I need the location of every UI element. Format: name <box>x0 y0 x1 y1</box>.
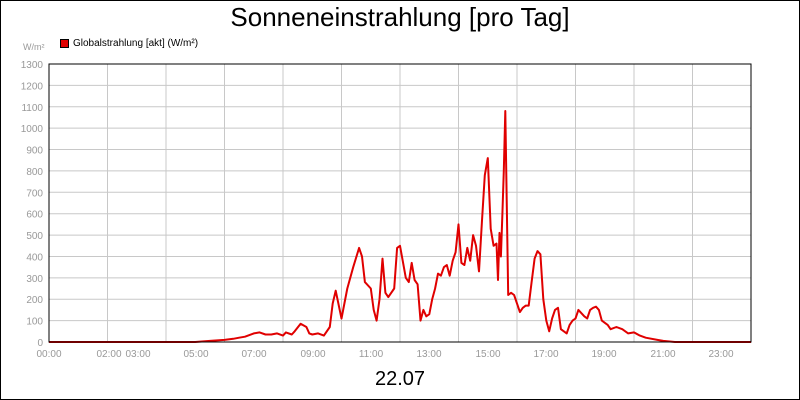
x-tick-label: 02:00 <box>96 349 121 360</box>
y-tick-label: 200 <box>26 295 43 306</box>
x-tick-label: 17:00 <box>533 349 558 360</box>
y-tick-label: 1300 <box>21 60 44 71</box>
y-tick-label: 800 <box>26 167 43 178</box>
x-tick-label: 23:00 <box>708 349 733 360</box>
y-tick-label: 300 <box>26 274 43 285</box>
y-tick-label: 900 <box>26 146 43 157</box>
legend-label: Globalstrahlung [akt] (W/m²) <box>73 38 199 49</box>
legend-swatch <box>60 39 69 48</box>
x-tick-label: 05:00 <box>183 349 208 360</box>
x-tick-label: 03:00 <box>125 349 150 360</box>
x-tick-label: 07:00 <box>241 349 266 360</box>
date-label: 22.07 <box>374 368 426 390</box>
y-tick-label: 0 <box>37 338 43 349</box>
y-tick-label: 1100 <box>21 103 43 114</box>
x-tick-label: 21:00 <box>650 349 675 360</box>
x-tick-label: 09:00 <box>300 349 325 360</box>
series-line <box>49 110 751 343</box>
y-tick-label: 1000 <box>21 124 44 135</box>
x-tick-label: 13:00 <box>416 349 441 360</box>
y-tick-label: 400 <box>26 252 43 263</box>
legend: Globalstrahlung [akt] (W/m²) <box>60 38 198 49</box>
x-tick-label: 19:00 <box>591 349 616 360</box>
x-tick-label: 15:00 <box>475 349 500 360</box>
x-tick-label: 00:00 <box>36 349 61 360</box>
y-tick-label: 100 <box>26 317 43 328</box>
y-tick-label: 700 <box>26 188 43 199</box>
y-axis-unit: W/m² <box>23 42 45 52</box>
y-tick-label: 1200 <box>21 81 44 92</box>
x-tick-label: 11:00 <box>359 349 384 360</box>
y-tick-label: 500 <box>26 231 43 242</box>
plot-border <box>48 63 752 343</box>
y-tick-label: 600 <box>26 210 43 221</box>
chart-title: Sonneneinstrahlung [pro Tag] <box>230 2 570 32</box>
